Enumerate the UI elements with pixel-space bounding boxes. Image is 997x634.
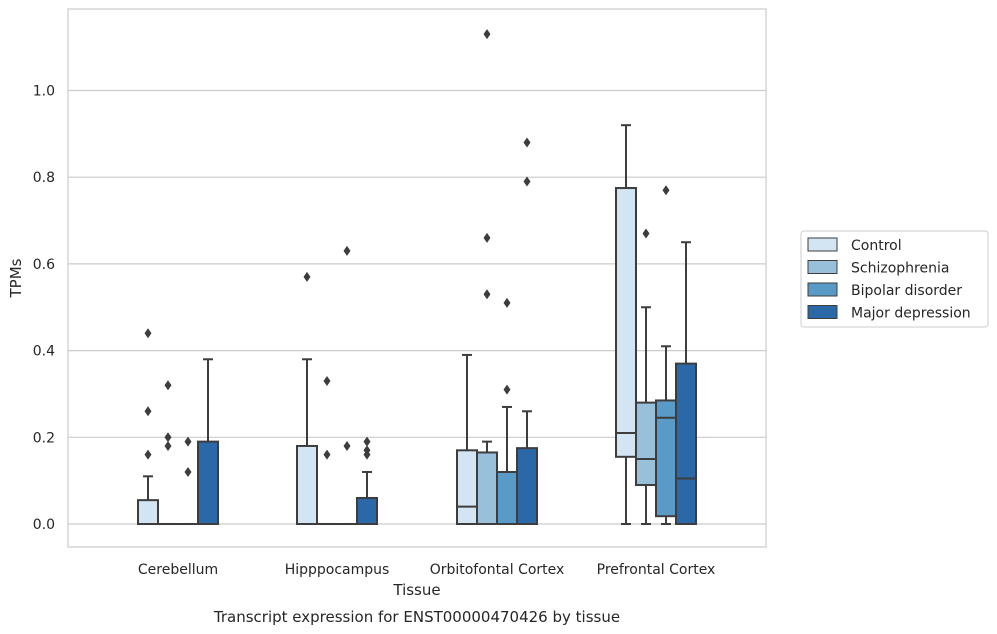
legend-swatch	[807, 305, 838, 319]
box-body	[476, 451, 498, 525]
outlier-point	[523, 176, 531, 187]
y-tick-label: 1.0	[33, 84, 55, 100]
legend-swatch	[807, 237, 838, 252]
legend-frame	[800, 230, 989, 328]
outlier-point	[503, 384, 511, 395]
outlier-point	[144, 406, 152, 417]
box-schizophrenia	[476, 29, 498, 525]
outlier-point	[662, 185, 670, 196]
y-tick-label: 0.2	[33, 430, 55, 446]
outlier-point	[523, 137, 531, 148]
outlier-point	[164, 380, 172, 391]
outlier-point	[144, 449, 152, 460]
x-axis-label: Tissue	[392, 581, 440, 599]
outlier-point	[303, 271, 311, 282]
y-tick-label: 0.0	[33, 517, 55, 533]
outlier-point	[343, 440, 351, 451]
x-tick-label: Cerebellum	[138, 562, 218, 578]
x-tick-labels: Cerebellum Hipppocampus Orbitofontal Corte…	[138, 562, 715, 578]
x-tick-label: Hipppocampus	[285, 562, 390, 578]
outlier-point	[164, 440, 172, 451]
y-tick-label: 0.6	[33, 257, 55, 273]
legend: Control Schizophrenia Bipolar disorder Majo…	[800, 230, 989, 328]
x-tick-label: Prefrontal Cortex	[597, 562, 716, 578]
legend-label: Bipolar disorder	[851, 283, 962, 299]
outlier-point	[642, 228, 650, 239]
box-body	[197, 440, 219, 526]
box-body	[615, 187, 637, 458]
box-schizophrenia	[316, 375, 338, 526]
outlier-point	[503, 297, 511, 308]
plot-area: 0.0 0.2 0.4 0.6 0.8 1.0 Cerebellum Hipppocampu…	[33, 8, 767, 578]
outlier-point	[184, 436, 192, 447]
y-tick-label: 0.4	[33, 344, 55, 360]
legend-label: Major depression	[851, 306, 971, 322]
outlier-point	[164, 432, 172, 443]
outlier-point	[483, 29, 491, 40]
box-body	[456, 449, 478, 525]
outlier-point	[323, 449, 331, 460]
box-control	[456, 353, 478, 525]
outlier-point	[323, 375, 331, 386]
x-tick-label: Orbitofontal Cortex	[430, 562, 565, 578]
box-body	[137, 499, 159, 526]
box-body	[496, 470, 518, 526]
box-major-depression	[516, 137, 538, 526]
outlier-point	[483, 289, 491, 300]
box-body	[356, 496, 378, 525]
box-major-depression	[675, 241, 697, 526]
y-tick-labels: 0.0 0.2 0.4 0.6 0.8 1.0	[33, 84, 55, 534]
box-schizophrenia	[635, 228, 657, 525]
legend-label: Control	[851, 238, 902, 254]
boxes	[137, 29, 697, 526]
outlier-point	[144, 328, 152, 339]
outlier-point	[483, 232, 491, 243]
legend-label: Schizophrenia	[851, 261, 949, 277]
box-body	[675, 362, 697, 526]
box-major-depression	[197, 358, 219, 526]
outlier-point	[363, 436, 371, 447]
y-tick-label: 0.8	[33, 170, 55, 186]
chart-caption: Transcript expression for ENST0000047042…	[213, 608, 620, 626]
outlier-point	[363, 445, 371, 456]
box-schizophrenia	[157, 380, 179, 526]
legend-swatch	[807, 282, 838, 297]
box-control	[615, 124, 637, 525]
box-major-depression	[356, 436, 378, 525]
box-body	[296, 444, 318, 525]
outlier-point	[184, 466, 192, 477]
y-axis-label: TPMs	[7, 258, 25, 298]
box-body	[516, 447, 538, 526]
box-control	[137, 328, 159, 526]
box-body	[635, 401, 657, 486]
outlier-point	[343, 245, 351, 256]
box-bipolar-disorder	[177, 436, 199, 526]
legend-swatch	[807, 260, 838, 274]
box-control	[296, 271, 318, 525]
